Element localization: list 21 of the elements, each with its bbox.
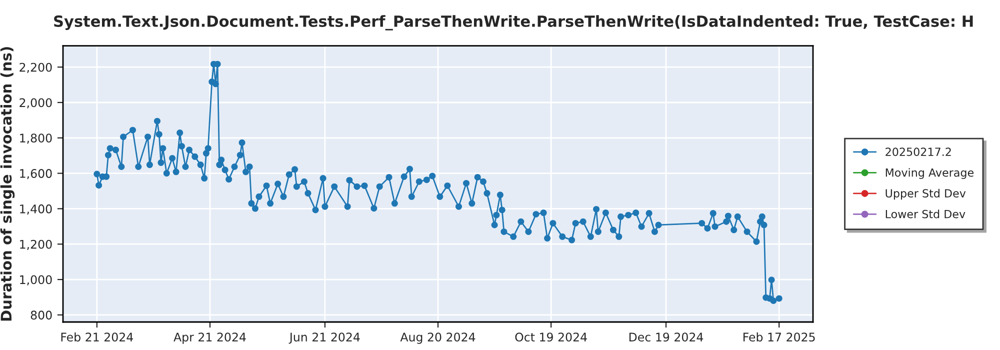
x-tick-label: Feb 21 2024 [61, 332, 133, 342]
x-tick-label: Feb 17 2025 [744, 332, 815, 342]
x-tick-label: Apr 21 2024 [174, 332, 246, 344]
y-tick-label: 1,600 [20, 169, 52, 180]
y-tick-label: 2,000 [20, 98, 52, 108]
legend-label: Lower Std Dev [886, 210, 966, 218]
legend-label: Upper Std Dev [886, 188, 966, 200]
y-tick-label: 1,400 [20, 204, 52, 215]
x-tick-label: Aug 20 2024 [400, 332, 476, 344]
legend-label: Moving Average [886, 168, 974, 179]
y-tick-label: 1,200 [20, 240, 52, 250]
y-tick-label: 800 [30, 310, 52, 320]
y-tick-label: 2,200 [20, 62, 52, 73]
x-tick-label: Jun 21 2024 [288, 332, 360, 344]
y-tick-label: 1,000 [20, 275, 52, 286]
y-tick-label: 1,800 [20, 134, 52, 144]
legend-label: 20250217.2 [886, 148, 951, 156]
y-axis-title: Duration of single invocation (ns) [0, 47, 15, 321]
x-tick-label: Oct 19 2024 [515, 332, 587, 342]
x-tick-label: Dec 19 2024 [629, 332, 704, 342]
chart-title: System.Text.Json.Document.Tests.Perf_ParseThenWrite.ParseThenWrite(IsDataIndented: True, TestCase: H [54, 15, 973, 30]
